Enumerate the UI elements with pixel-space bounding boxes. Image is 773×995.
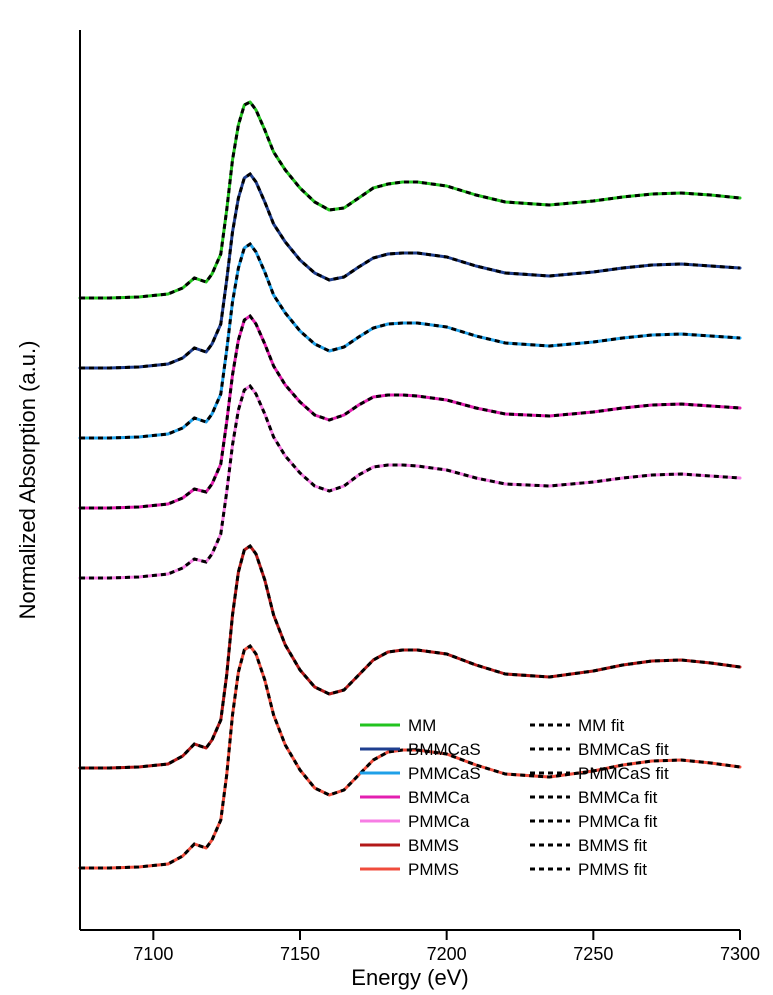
legend-label-fit: BMMCa fit <box>578 788 658 807</box>
legend-label-fit: PMMS fit <box>578 860 647 879</box>
x-tick-label: 7250 <box>573 944 613 964</box>
legend-label-fit: PMMCaS fit <box>578 764 669 783</box>
y-axis-label: Normalized Absorption (a.u.) <box>15 341 40 620</box>
legend-label: BMMS <box>408 836 459 855</box>
legend-label-fit: BMMCaS fit <box>578 740 669 759</box>
x-tick-label: 7100 <box>133 944 173 964</box>
x-tick-label: 7300 <box>720 944 760 964</box>
legend-label: BMMCaS <box>408 740 481 759</box>
legend-label: PMMCa <box>408 812 470 831</box>
legend-label: PMMS <box>408 860 459 879</box>
legend-label: MM <box>408 716 436 735</box>
x-axis-label: Energy (eV) <box>351 965 468 990</box>
legend-label-fit: PMMCa fit <box>578 812 658 831</box>
xanes-spectra-chart: 7100 7150 7200 7250 7300 MM MM fit BMMCaS BMMCa… <box>0 0 773 995</box>
legend-label: BMMCa <box>408 788 470 807</box>
legend-label-fit: MM fit <box>578 716 625 735</box>
legend-label: PMMCaS <box>408 764 481 783</box>
x-tick-label: 7150 <box>280 944 320 964</box>
x-tick-label: 7200 <box>427 944 467 964</box>
legend-label-fit: BMMS fit <box>578 836 647 855</box>
